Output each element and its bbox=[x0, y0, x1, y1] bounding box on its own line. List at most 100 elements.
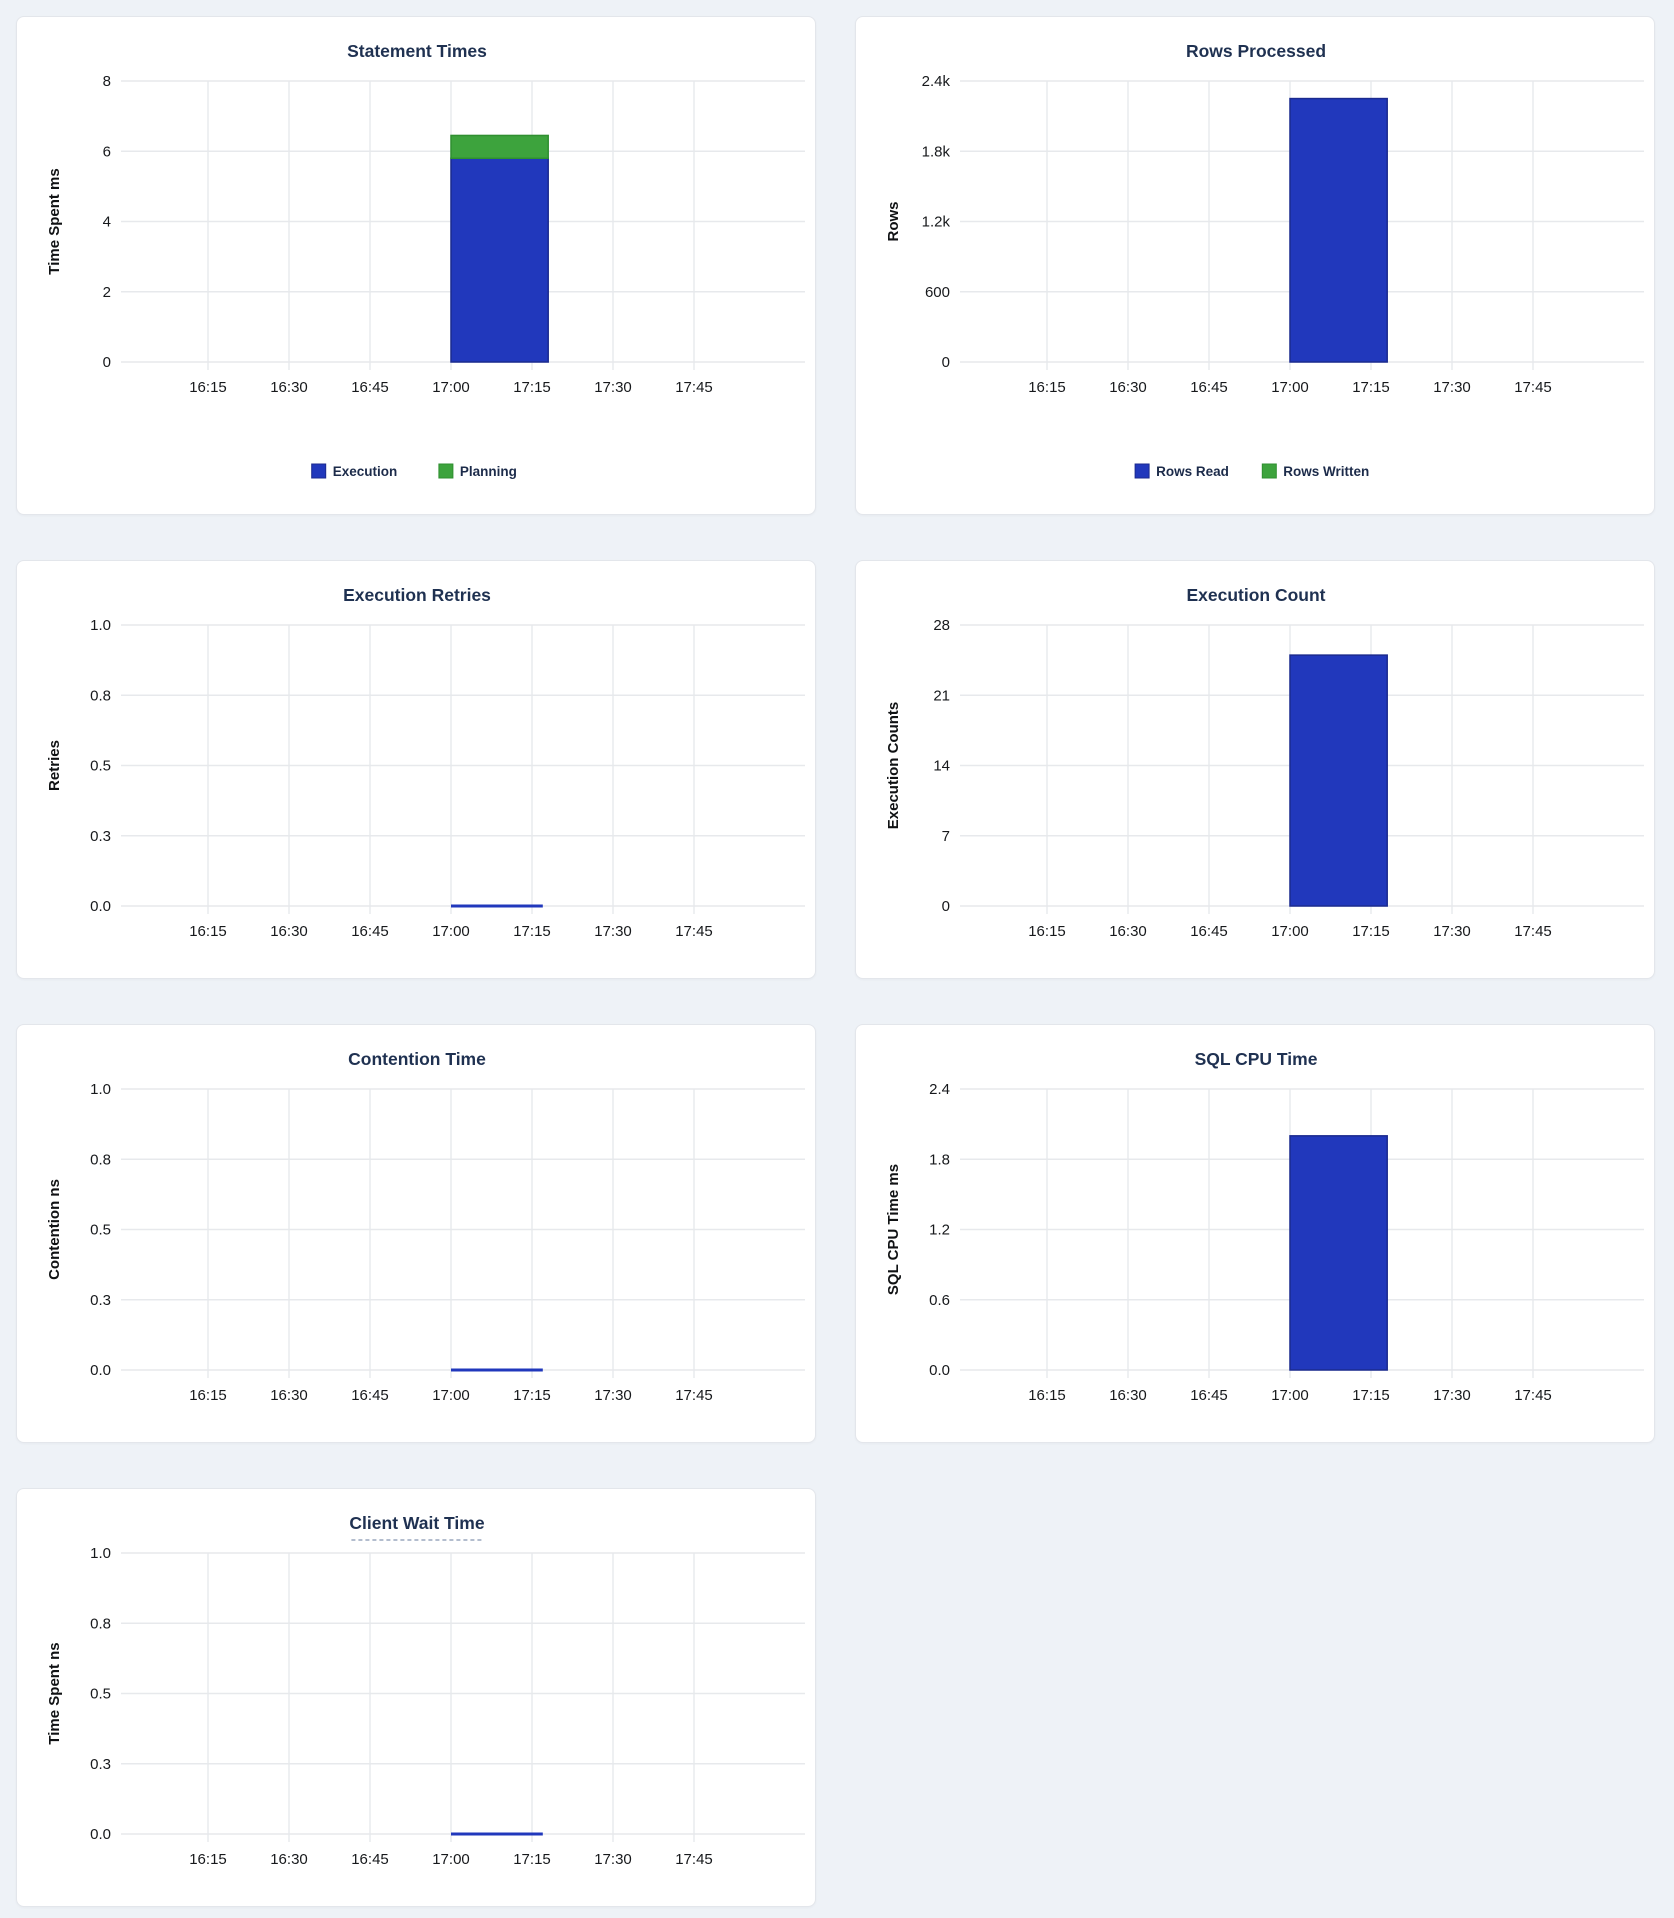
x-tick-label: 16:15 bbox=[189, 1387, 227, 1404]
y-tick-label: 1.0 bbox=[90, 1545, 111, 1562]
y-tick-label: 0.5 bbox=[90, 1686, 111, 1703]
sql-cpu-time-chart[interactable]: SQL CPU Time 0.0 0.6 1.2 1.8 2.4 16:15 16:30 16:… bbox=[856, 1025, 1655, 1442]
contention-time-chart[interactable]: Contention Time 0.0 0.3 0.5 0.8 1.0 16:15 16:30… bbox=[17, 1025, 816, 1442]
y-axis-label: SQL CPU Time ms bbox=[885, 1164, 902, 1295]
x-tick-label: 17:30 bbox=[1433, 923, 1471, 940]
y-tick-label: 0.3 bbox=[90, 1292, 111, 1309]
y-tick-label: 28 bbox=[933, 617, 950, 634]
y-tick-label: 0.8 bbox=[90, 687, 111, 704]
x-tick-label: 17:15 bbox=[1352, 923, 1390, 940]
y-tick-label: 0.0 bbox=[929, 1362, 950, 1379]
y-axis-label: Time Spent ns bbox=[46, 1642, 63, 1744]
y-tick-label: 0.0 bbox=[90, 898, 111, 915]
y-tick-label: 1.0 bbox=[90, 1081, 111, 1098]
x-tick-label: 17:30 bbox=[1433, 379, 1471, 396]
x-tick-label: 17:00 bbox=[432, 1851, 470, 1868]
legend-swatch-planning bbox=[438, 463, 454, 479]
y-tick-label: 1.0 bbox=[90, 617, 111, 634]
x-tick-label: 16:45 bbox=[351, 1851, 389, 1868]
x-tick-label: 16:15 bbox=[1028, 379, 1066, 396]
x-tick-label: 17:30 bbox=[594, 379, 632, 396]
x-tick-label: 17:45 bbox=[675, 923, 713, 940]
x-tick-label: 17:30 bbox=[594, 1387, 632, 1404]
chart-title-client-wait-time[interactable]: Client Wait Time bbox=[349, 1513, 484, 1533]
bar-segment-execution bbox=[450, 157, 549, 363]
chart-title-execution-retries: Execution Retries bbox=[343, 585, 491, 605]
y-axis-label: Retries bbox=[46, 740, 63, 791]
chart-card-client-wait-time: Client Wait Time 0.0 0.3 0.5 0.8 1.0 16:15 16:3… bbox=[16, 1488, 816, 1907]
y-tick-label: 0.3 bbox=[90, 828, 111, 845]
y-tick-label: 0.0 bbox=[90, 1362, 111, 1379]
chart-card-sql-cpu-time: SQL CPU Time 0.0 0.6 1.2 1.8 2.4 16:15 16:30 16:… bbox=[855, 1024, 1655, 1443]
bar-segment-sql-cpu-time bbox=[1289, 1135, 1388, 1371]
chart-title-sql-cpu-time: SQL CPU Time bbox=[1195, 1049, 1318, 1069]
legend-swatch-rows-read bbox=[1134, 463, 1150, 479]
y-tick-label: 4 bbox=[103, 214, 111, 231]
y-tick-label: 0.3 bbox=[90, 1756, 111, 1773]
execution-retries-chart[interactable]: Execution Retries 0.0 0.3 0.5 0.8 1.0 16:15 16:… bbox=[17, 561, 816, 978]
x-tick-label: 17:45 bbox=[1514, 1387, 1552, 1404]
chart-card-statement-times: Statement Times 0 2 4 6 8 16:15 16:30 16:45 17:00… bbox=[16, 16, 816, 515]
x-tick-label: 17:30 bbox=[594, 923, 632, 940]
x-tick-label: 16:30 bbox=[270, 1851, 308, 1868]
client-wait-time-chart[interactable]: Client Wait Time 0.0 0.3 0.5 0.8 1.0 16:15 16:3… bbox=[17, 1489, 816, 1906]
x-tick-label: 17:00 bbox=[432, 923, 470, 940]
x-tick-label: 16:30 bbox=[270, 1387, 308, 1404]
y-tick-label: 1.2 bbox=[929, 1222, 950, 1239]
x-tick-label: 16:15 bbox=[189, 379, 227, 396]
y-tick-label: 0 bbox=[103, 354, 111, 371]
legend-label-rows-read: Rows Read bbox=[1156, 464, 1229, 479]
y-axis-label: Time Spent ms bbox=[46, 168, 63, 274]
chart-card-execution-count: Execution Count 0 7 14 21 28 16:15 16:30 16:45 17… bbox=[855, 560, 1655, 979]
x-tick-label: 16:15 bbox=[189, 923, 227, 940]
y-axis-label: Rows bbox=[885, 201, 902, 241]
y-tick-label: 1.8 bbox=[929, 1151, 950, 1168]
x-tick-label: 17:30 bbox=[594, 1851, 632, 1868]
chart-title-rows-processed: Rows Processed bbox=[1186, 41, 1326, 61]
y-tick-label: 0.8 bbox=[90, 1151, 111, 1168]
y-tick-label: 2.4k bbox=[922, 73, 951, 90]
chart-card-execution-retries: Execution Retries 0.0 0.3 0.5 0.8 1.0 16:15 16:… bbox=[16, 560, 816, 979]
bar-segment-rows-read bbox=[1289, 97, 1388, 363]
x-tick-label: 16:45 bbox=[1190, 1387, 1228, 1404]
y-tick-label: 6 bbox=[103, 143, 111, 160]
y-axis-label: Contention ns bbox=[46, 1179, 63, 1280]
x-tick-label: 16:15 bbox=[1028, 1387, 1066, 1404]
x-tick-label: 17:00 bbox=[432, 379, 470, 396]
y-tick-label: 0.5 bbox=[90, 758, 111, 775]
chart-title-contention-time: Contention Time bbox=[348, 1049, 486, 1069]
y-tick-label: 21 bbox=[933, 687, 950, 704]
x-tick-label: 16:45 bbox=[351, 1387, 389, 1404]
x-tick-label: 16:30 bbox=[270, 923, 308, 940]
y-tick-label: 600 bbox=[925, 284, 950, 301]
legend-label-rows-written: Rows Written bbox=[1283, 464, 1369, 479]
y-tick-label: 7 bbox=[942, 828, 950, 845]
y-tick-label: 2 bbox=[103, 284, 111, 301]
x-tick-label: 17:45 bbox=[675, 379, 713, 396]
y-tick-label: 0 bbox=[942, 898, 950, 915]
y-tick-label: 1.2k bbox=[922, 214, 951, 231]
x-tick-label: 16:30 bbox=[1109, 923, 1147, 940]
bar-segment-execution-count bbox=[1289, 654, 1388, 907]
x-tick-label: 17:45 bbox=[1514, 379, 1552, 396]
chart-card-rows-processed: Rows Processed 0 600 1.2k 1.8k 2.4k 16:15 16:30… bbox=[855, 16, 1655, 515]
chart-title-execution-count: Execution Count bbox=[1186, 585, 1325, 605]
y-tick-label: 0.5 bbox=[90, 1222, 111, 1239]
rows-processed-chart[interactable]: Rows Processed 0 600 1.2k 1.8k 2.4k 16:15 16:30… bbox=[856, 17, 1655, 514]
y-tick-label: 0.6 bbox=[929, 1292, 950, 1309]
chart-title-statement-times: Statement Times bbox=[347, 41, 487, 61]
x-tick-label: 17:00 bbox=[1271, 379, 1309, 396]
statement-times-chart[interactable]: Statement Times 0 2 4 6 8 16:15 16:30 16:45 17:00… bbox=[17, 17, 816, 514]
x-tick-label: 17:00 bbox=[1271, 1387, 1309, 1404]
legend-label-execution: Execution bbox=[333, 464, 398, 479]
y-axis-label: Execution Counts bbox=[885, 702, 902, 830]
x-tick-label: 17:45 bbox=[1514, 923, 1552, 940]
execution-count-chart[interactable]: Execution Count 0 7 14 21 28 16:15 16:30 16:45 17… bbox=[856, 561, 1655, 978]
x-tick-label: 17:45 bbox=[675, 1387, 713, 1404]
y-tick-label: 0 bbox=[942, 354, 950, 371]
y-tick-label: 1.8k bbox=[922, 143, 951, 160]
y-tick-label: 8 bbox=[103, 73, 111, 90]
legend-swatch-execution bbox=[311, 463, 327, 479]
x-tick-label: 17:00 bbox=[432, 1387, 470, 1404]
